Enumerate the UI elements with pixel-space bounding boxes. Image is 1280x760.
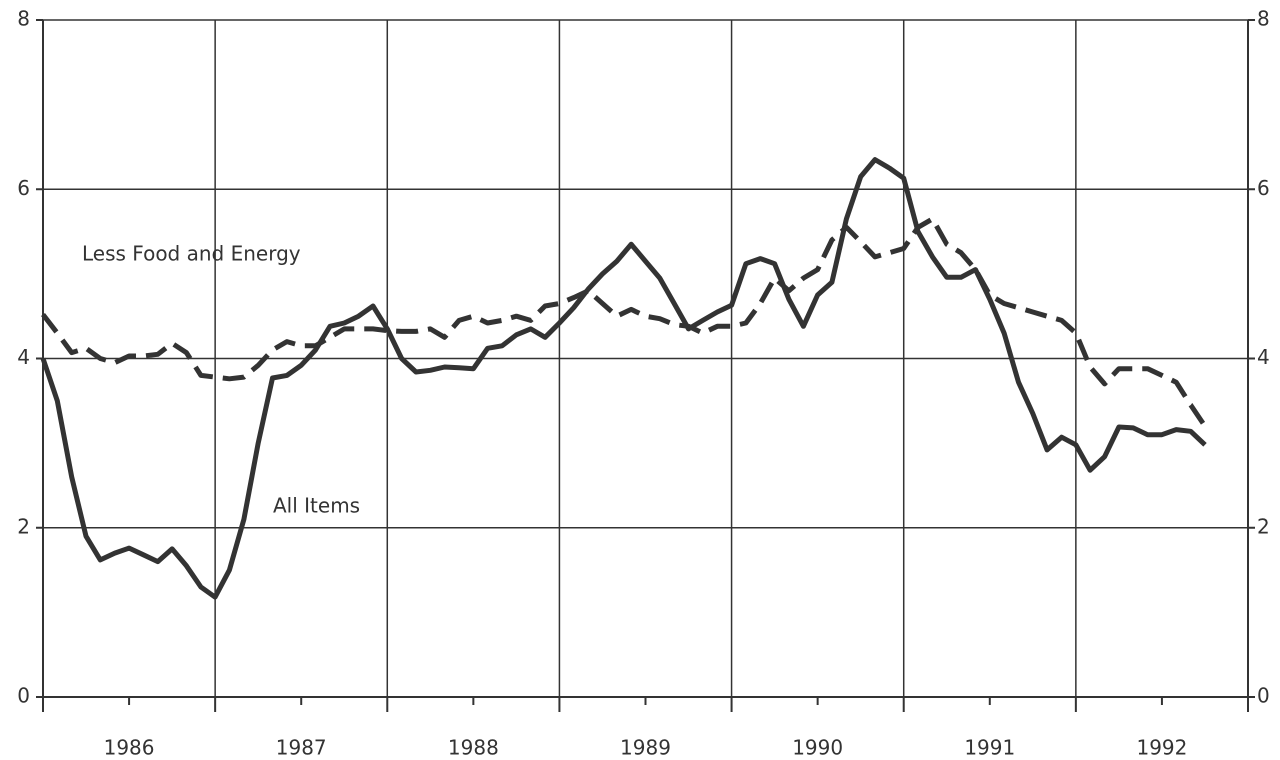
y2-tick-label: 4 bbox=[1257, 345, 1270, 369]
series-label: Less Food and Energy bbox=[82, 242, 301, 266]
x-tick-label: 1992 bbox=[1136, 736, 1187, 760]
y-tick-label: 2 bbox=[17, 514, 30, 538]
x-tick-label: 1990 bbox=[792, 736, 843, 760]
y2-tick-label: 8 bbox=[1257, 7, 1270, 31]
y2-tick-label: 2 bbox=[1257, 514, 1270, 538]
x-tick-label: 1991 bbox=[964, 736, 1015, 760]
x-tick-label: 1987 bbox=[276, 736, 327, 760]
series-label: All Items bbox=[273, 494, 360, 518]
y-tick-label: 4 bbox=[17, 345, 30, 369]
x-tick-label: 1986 bbox=[104, 736, 155, 760]
y2-tick-label: 6 bbox=[1257, 176, 1270, 200]
series-line bbox=[40, 157, 1207, 600]
y-tick-label: 6 bbox=[17, 176, 30, 200]
y2-tick-label: 0 bbox=[1257, 684, 1270, 708]
x-tick-label: 1988 bbox=[448, 736, 499, 760]
y-tick-label: 8 bbox=[17, 7, 30, 31]
x-tick-label: 1989 bbox=[620, 736, 671, 760]
series-line bbox=[41, 216, 1208, 428]
y-tick-label: 0 bbox=[17, 684, 30, 708]
